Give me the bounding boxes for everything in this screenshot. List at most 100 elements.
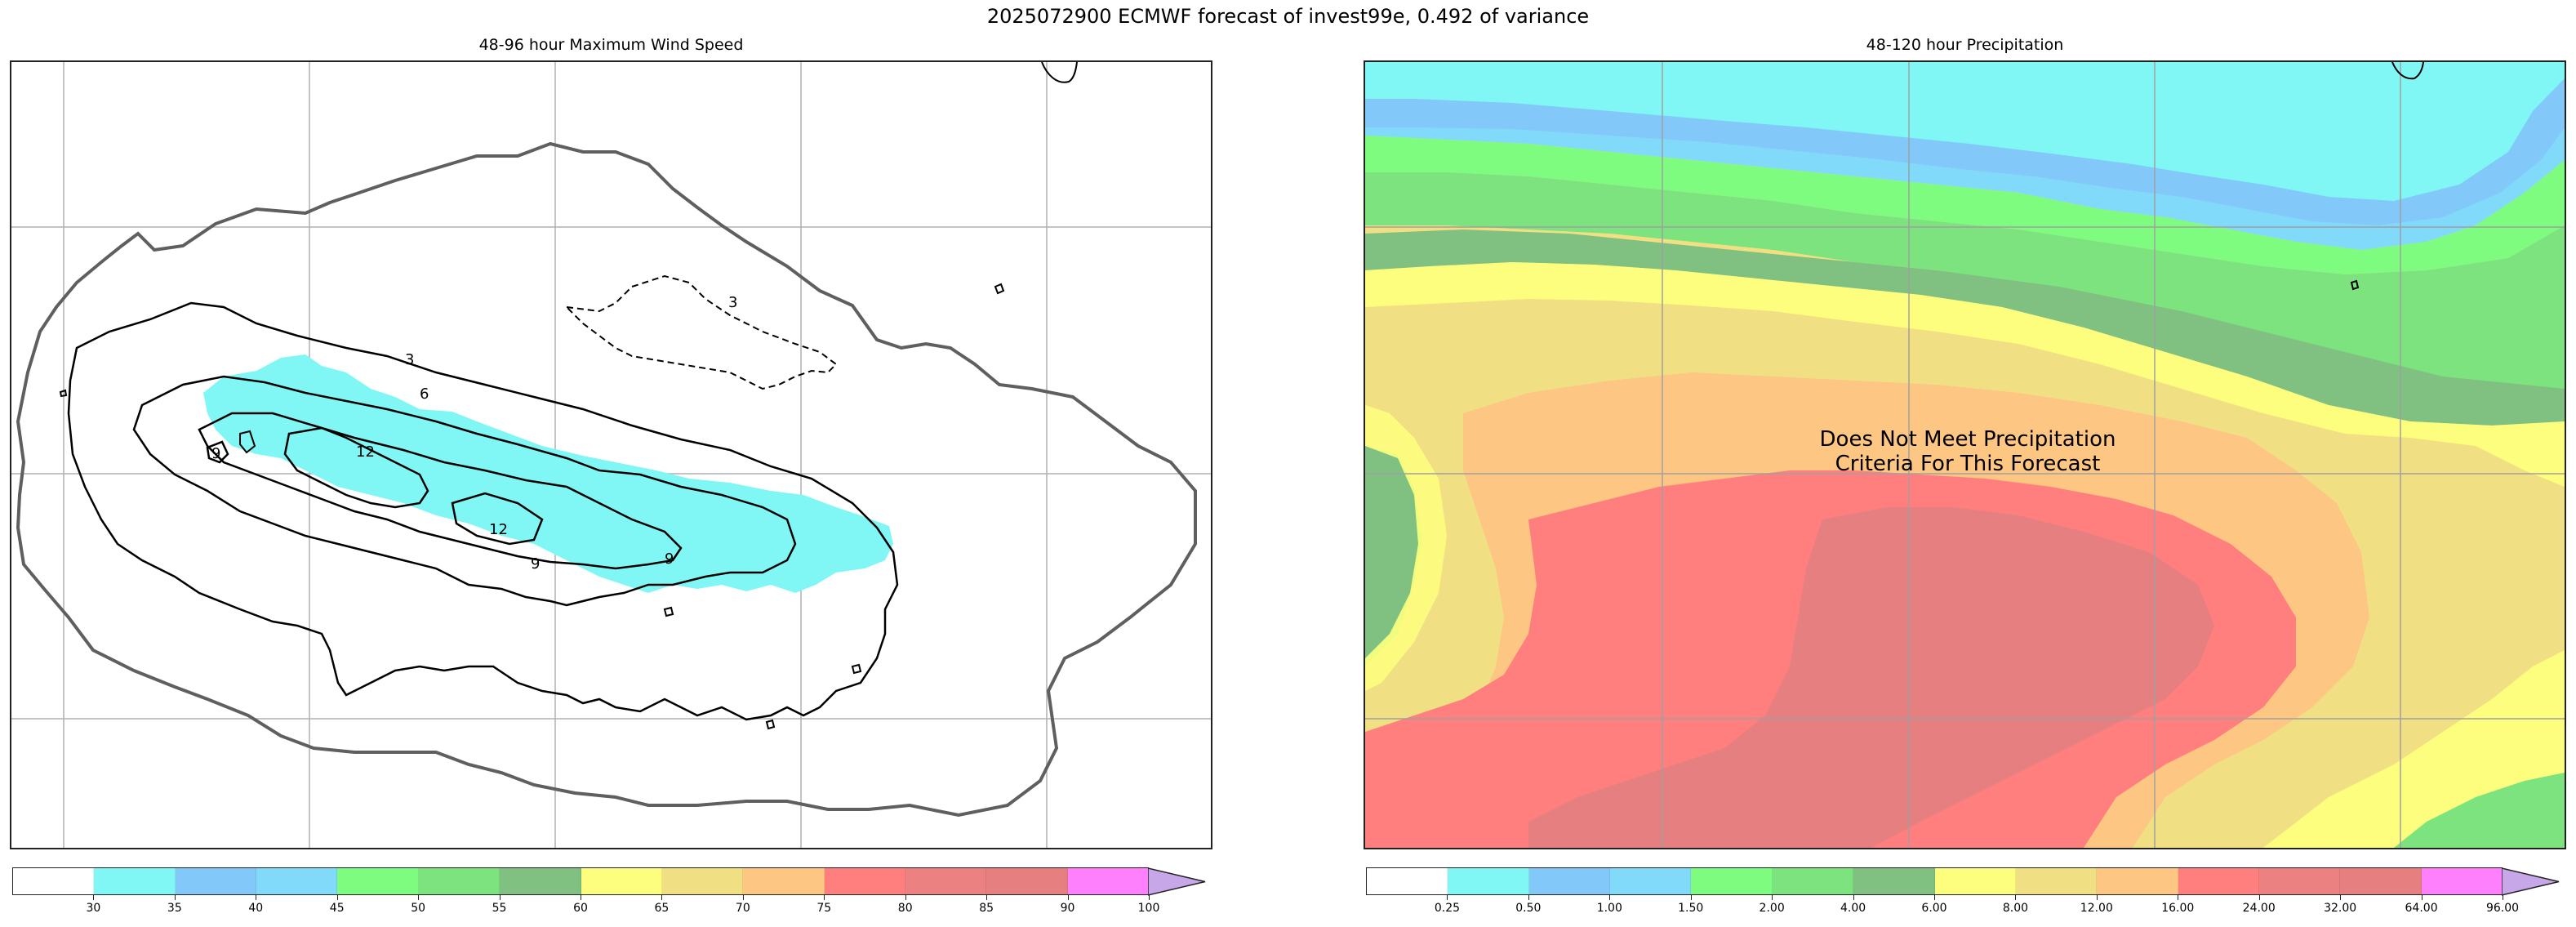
wind-contour-small xyxy=(206,440,229,464)
wind-colorbar-tick-label: 35 xyxy=(167,902,182,915)
wind-colorbar-tickmark xyxy=(742,895,744,900)
wind-colorbar-tick-label: 80 xyxy=(897,902,913,915)
wind-colorbar-tick-label: 30 xyxy=(86,902,101,915)
precip-map[interactable] xyxy=(1364,60,2566,849)
precip-colorbar-tick-label: 0.50 xyxy=(1515,902,1542,915)
wind-colorbar-tick-label: 100 xyxy=(1137,902,1160,915)
wind-contour-3 xyxy=(67,301,899,721)
precip-colorbar-swatch xyxy=(1528,868,1611,894)
wind-colorbar-tickmark xyxy=(93,895,95,900)
precip-colorbar-tickmark xyxy=(2015,895,2017,900)
precip-colorbar-tickmark xyxy=(2421,895,2423,900)
contour-label: 9 xyxy=(665,550,674,568)
coastline xyxy=(2391,62,2424,80)
precip-colorbar xyxy=(1366,867,2566,897)
precip-colorbar-swatch xyxy=(1934,868,2016,894)
precip-colorbar-tick-label: 16.00 xyxy=(2161,902,2195,915)
wind-contour-tiny3 xyxy=(851,663,862,675)
wind-colorbar-tickmark xyxy=(824,895,825,900)
precip-colorbar-tick-label: 4.00 xyxy=(1840,902,1866,915)
precip-colorbar-tickmark xyxy=(2340,895,2342,900)
wind-map[interactable]: 3 6 9 12 12 9 3 9 xyxy=(10,60,1212,849)
precip-colorbar-tick-label: 8.00 xyxy=(2002,902,2029,915)
wind-colorbar-tick-label: 45 xyxy=(329,902,345,915)
precip-colorbar-swatch xyxy=(1772,868,1854,894)
wind-colorbar-swatch xyxy=(500,868,581,894)
contour-label: 3 xyxy=(405,351,414,368)
precip-colorbar-swatch xyxy=(2015,868,2098,894)
wind-panel-title: 48-96 hour Maximum Wind Speed xyxy=(478,36,744,54)
precip-colorbar-swatch xyxy=(2097,868,2178,894)
precip-colorbar-tick-label: 64.00 xyxy=(2405,902,2438,915)
precip-band-32.00 xyxy=(1528,507,2214,848)
wind-contour-9 xyxy=(198,412,683,570)
wind-colorbar xyxy=(12,867,1212,897)
contour-label: 3 xyxy=(728,294,737,311)
precip-band-4.00-lower xyxy=(2394,773,2565,848)
wind-contour-12b xyxy=(451,492,544,546)
island xyxy=(2350,279,2360,291)
wind-contour-small2 xyxy=(239,430,256,454)
wind-contour-12 xyxy=(283,426,429,509)
precip-colorbar-swatch xyxy=(1448,868,1529,894)
wind-colorbar-tickmark xyxy=(905,895,906,900)
contour-label: 9 xyxy=(211,445,220,462)
precip-colorbar-tickmark xyxy=(1772,895,1773,900)
wind-colorbar-swatch xyxy=(418,868,501,894)
precip-band-6.00-left xyxy=(1365,446,1418,658)
wind-colorbar-tick-label: 65 xyxy=(654,902,670,915)
precip-colorbar-tick-label: 1.50 xyxy=(1678,902,1704,915)
wind-30kt-shading xyxy=(203,354,893,593)
wind-colorbar-tickmark xyxy=(336,895,338,900)
contour-label: 12 xyxy=(356,443,375,461)
wind-colorbar-swatch xyxy=(1067,868,1150,894)
wind-colorbar-tick-label: 50 xyxy=(411,902,426,915)
precip-colorbar-tickmark xyxy=(1690,895,1692,900)
wind-colorbar-swatch xyxy=(986,868,1068,894)
wind-colorbar-swatch xyxy=(13,868,95,894)
wind-colorbar-tick-label: 70 xyxy=(735,902,750,915)
precip-criteria-line1: Does Not Meet Precipitation xyxy=(1819,427,2116,452)
wind-colorbar-swatch xyxy=(905,868,987,894)
wind-colorbar-swatch xyxy=(175,868,257,894)
precip-colorbar-tick-label: 32.00 xyxy=(2324,902,2357,915)
precip-map-gridlines xyxy=(1365,62,2565,848)
wind-colorbar-tick-label: 75 xyxy=(816,902,832,915)
wind-colorbar-tickmark xyxy=(1067,895,1069,900)
wind-colorbar-tick-label: 90 xyxy=(1060,902,1075,915)
figure-title: 2025072900 ECMWF forecast of invest99e, … xyxy=(986,5,1590,28)
wind-colorbar-tickmark xyxy=(1149,895,1150,900)
precip-panel-title: 48-120 hour Precipitation xyxy=(1866,36,2064,54)
precip-colorbar-tick-label: 1.00 xyxy=(1596,902,1622,915)
wind-colorbar-tickmark xyxy=(986,895,988,900)
wind-contour-6 xyxy=(132,375,797,607)
wind-colorbar-tickmark xyxy=(661,895,663,900)
wind-colorbar-swatch xyxy=(337,868,419,894)
precip-criteria-line2: Criteria For This Forecast xyxy=(1835,452,2101,476)
wind-contour-tiny2 xyxy=(663,606,674,617)
wind-colorbar-tick-label: 60 xyxy=(573,902,588,915)
contour-label: 6 xyxy=(420,386,429,403)
precip-colorbar-swatch xyxy=(2178,868,2259,894)
wind-contour-tiny xyxy=(994,283,1005,295)
precip-colorbar-swatch xyxy=(1853,868,1935,894)
wind-colorbar-swatch xyxy=(661,868,744,894)
precip-colorbar-tickmark xyxy=(2096,895,2098,900)
contour-label: 12 xyxy=(489,521,508,538)
wind-colorbar-swatch xyxy=(581,868,662,894)
wind-colorbar-swatch xyxy=(824,868,905,894)
wind-colorbar-swatch xyxy=(94,868,176,894)
wind-colorbar-tickmark xyxy=(418,895,420,900)
precip-colorbar-tick-label: 0.25 xyxy=(1434,902,1461,915)
precip-colorbar-tickmark xyxy=(1853,895,1854,900)
wind-contour-tiny5 xyxy=(59,389,68,398)
coastline xyxy=(1041,62,1078,83)
precip-colorbar-swatch xyxy=(1691,868,1773,894)
precip-band-0.25 xyxy=(1365,62,2565,201)
precip-colorbar-tickmark xyxy=(1934,895,1935,900)
wind-map-gridlines xyxy=(11,62,1211,848)
precip-colorbar-swatch xyxy=(1367,868,1448,894)
precip-colorbar-tick-label: 96.00 xyxy=(2485,902,2520,915)
precip-colorbar-tick-label: 24.00 xyxy=(2242,902,2276,915)
precip-colorbar-swatch xyxy=(2258,868,2341,894)
